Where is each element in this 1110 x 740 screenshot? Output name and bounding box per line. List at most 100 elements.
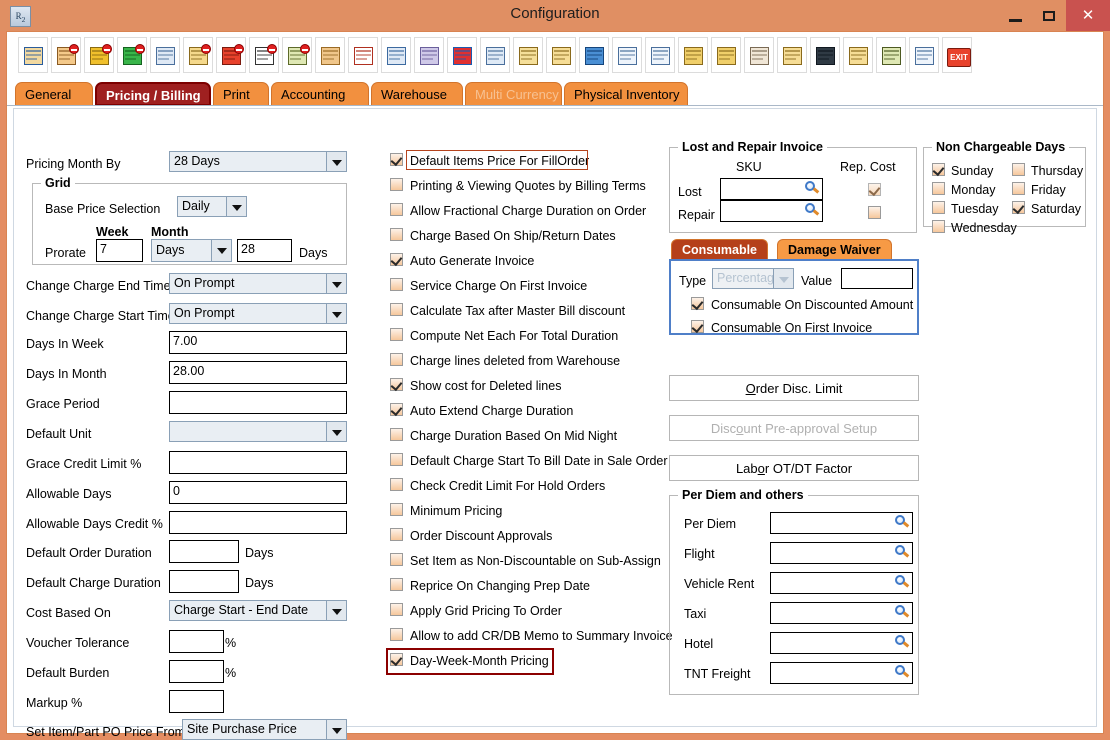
option-calculate-tax-after-master-bill-discount-checkbox[interactable] (390, 303, 403, 316)
option-set-item-as-non-discountable-on-sub-assign-checkbox[interactable] (390, 553, 403, 566)
repair-sku-input[interactable] (720, 200, 823, 222)
pricing-month-by-combo[interactable]: 28 Days (169, 151, 347, 172)
allowable-days-credit-input[interactable] (169, 511, 347, 534)
tab-damage-waiver[interactable]: Damage Waiver (777, 239, 892, 260)
toolbar-button-unlock[interactable] (315, 37, 345, 73)
voucher-tolerance-input[interactable] (169, 630, 224, 653)
toolbar-button-payment[interactable] (216, 37, 246, 73)
toolbar-button-file-folder[interactable] (777, 37, 807, 73)
option-service-charge-on-first-invoice-checkbox[interactable] (390, 278, 403, 291)
option-apply-grid-pricing-to-order-checkbox[interactable] (390, 603, 403, 616)
option-allow-fractional-charge-duration-on-order-checkbox[interactable] (390, 203, 403, 216)
search-icon[interactable] (895, 665, 910, 679)
tab-warehouse[interactable]: Warehouse (371, 82, 463, 106)
day-sunday-checkbox[interactable] (932, 163, 945, 176)
option-printing-viewing-quotes-by-billing-terms-checkbox[interactable] (390, 178, 403, 191)
toolbar-button-measure[interactable] (381, 37, 411, 73)
tab-general[interactable]: General (15, 82, 93, 106)
option-minimum-pricing-checkbox[interactable] (390, 503, 403, 516)
option-reprice-on-changing-prep-date-checkbox[interactable] (390, 578, 403, 591)
change-charge-end-time-at-return-combo[interactable]: On Prompt (169, 273, 347, 294)
default-charge-duration-input[interactable] (169, 570, 239, 593)
option-charge-lines-deleted-from-warehouse-checkbox[interactable] (390, 353, 403, 366)
search-icon[interactable] (805, 203, 820, 217)
close-button[interactable]: ✕ (1066, 0, 1110, 31)
search-icon[interactable] (895, 635, 910, 649)
option-default-items-price-for-fillorder-checkbox[interactable] (390, 153, 403, 166)
default-unit-combo[interactable] (169, 421, 347, 442)
base-price-selection-combo[interactable]: Daily (177, 196, 247, 217)
days-in-week-input[interactable]: 7.00 (169, 331, 347, 354)
toolbar-button-scanner[interactable] (744, 37, 774, 73)
prorate-month-value-input[interactable]: 28 (237, 239, 292, 262)
toolbar-button-report-settings[interactable] (876, 37, 906, 73)
change-charge-start-time-at-ship-combo[interactable]: On Prompt (169, 303, 347, 324)
toolbar-button-user-security[interactable] (711, 37, 741, 73)
tab-physical-inventory[interactable]: Physical Inventory (564, 82, 688, 106)
default-burden-input[interactable] (169, 660, 224, 683)
toolbar-button-security[interactable] (678, 37, 708, 73)
option-charge-duration-based-on-mid-night-checkbox[interactable] (390, 428, 403, 441)
grace-period-input[interactable] (169, 391, 347, 414)
toolbar-button-colors[interactable] (447, 37, 477, 73)
toolbar-button-invoice[interactable] (117, 37, 147, 73)
option-auto-generate-invoice-checkbox[interactable] (390, 253, 403, 266)
default-order-duration-input[interactable] (169, 540, 239, 563)
toolbar-button-shipment[interactable] (51, 37, 81, 73)
prorate-week-input[interactable]: 7 (96, 239, 143, 262)
option-charge-based-on-ship-return-dates-checkbox[interactable] (390, 228, 403, 241)
search-icon[interactable] (895, 515, 910, 529)
markup-input[interactable] (169, 690, 224, 713)
toolbar-button-tools[interactable] (810, 37, 840, 73)
search-icon[interactable] (805, 181, 820, 195)
toolbar-button-ledger[interactable] (282, 37, 312, 73)
toolbar-button-grid[interactable] (249, 37, 279, 73)
day-saturday-checkbox[interactable] (1012, 201, 1025, 214)
cost-based-on-combo[interactable]: Charge Start - End Date (169, 600, 347, 621)
toolbar-button-calendar[interactable] (348, 37, 378, 73)
per-diem-tnt-freight-input[interactable] (770, 662, 913, 684)
toolbar-button-folder-settings[interactable] (843, 37, 873, 73)
toolbar-button-edit[interactable] (150, 37, 180, 73)
per-diem-vehicle-rent-input[interactable] (770, 572, 913, 594)
search-icon[interactable] (895, 605, 910, 619)
toolbar-button-folder-clock[interactable] (546, 37, 576, 73)
search-icon[interactable] (895, 575, 910, 589)
set-item-part-po-price-from-combo[interactable]: Site Purchase Price (182, 719, 347, 740)
per-diem-taxi-input[interactable] (770, 602, 913, 624)
lost-sku-input[interactable] (720, 178, 823, 200)
consumable-on-first-invoice-checkbox[interactable] (691, 320, 704, 333)
allowable-days-input[interactable]: 0 (169, 481, 347, 504)
option-show-cost-for-deleted-lines-checkbox[interactable] (390, 378, 403, 391)
day-wednesday-checkbox[interactable] (932, 220, 945, 233)
option-auto-extend-charge-duration-checkbox[interactable] (390, 403, 403, 416)
toolbar-button-settings[interactable] (414, 37, 444, 73)
toolbar-button-currency[interactable] (84, 37, 114, 73)
tab-print[interactable]: Print (213, 82, 269, 106)
day-tuesday-checkbox[interactable] (932, 201, 945, 214)
option-allow-to-add-cr-db-memo-to-summary-invoice-checkbox[interactable] (390, 628, 403, 641)
days-in-month-input[interactable]: 28.00 (169, 361, 347, 384)
grace-credit-limit-input[interactable] (169, 451, 347, 474)
day-thursday-checkbox[interactable] (1012, 163, 1025, 176)
order-disc-limit-button[interactable]: Order Disc. Limit (669, 375, 919, 401)
option-check-credit-limit-for-hold-orders-checkbox[interactable] (390, 478, 403, 491)
toolbar-button-save[interactable] (18, 37, 48, 73)
labor-ot-dt-factor-button[interactable]: Labor OT/DT Factor (669, 455, 919, 481)
toolbar-button-tag-settings[interactable] (480, 37, 510, 73)
day-friday-checkbox[interactable] (1012, 182, 1025, 195)
toolbar-button-form[interactable] (183, 37, 213, 73)
toolbar-button-label-gear[interactable] (513, 37, 543, 73)
day-monday-checkbox[interactable] (932, 182, 945, 195)
per-diem-per-diem-input[interactable] (770, 512, 913, 534)
option-day-week-month-pricing-checkbox[interactable] (390, 653, 403, 666)
toolbar-button-export[interactable] (909, 37, 939, 73)
tab-consumable[interactable]: Consumable (671, 239, 769, 260)
tab-pricing-billing[interactable]: Pricing / Billing (95, 82, 211, 106)
consumable-value-input[interactable] (841, 268, 913, 289)
search-icon[interactable] (895, 545, 910, 559)
prorate-month-unit-combo[interactable]: Days (151, 239, 232, 262)
consumable-on-discounted-amount-checkbox[interactable] (691, 297, 704, 310)
repair-rep-cost-checkbox[interactable] (868, 206, 881, 219)
option-default-charge-start-to-bill-date-in-sale-order-checkbox[interactable] (390, 453, 403, 466)
